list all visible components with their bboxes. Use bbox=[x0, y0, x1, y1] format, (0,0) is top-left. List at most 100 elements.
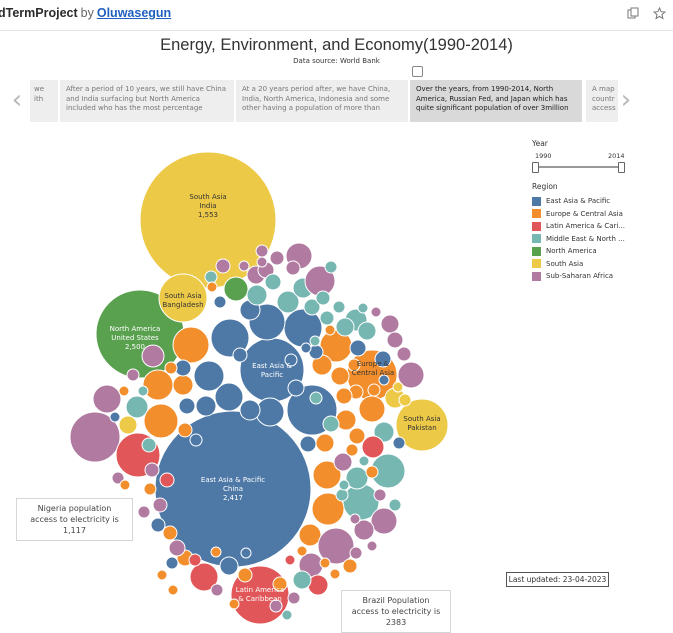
bubble[interactable] bbox=[118, 385, 130, 397]
legend-item[interactable]: Europe & Central Asia bbox=[532, 208, 625, 221]
slider-handle-start[interactable] bbox=[532, 162, 539, 173]
bubble[interactable] bbox=[324, 260, 338, 274]
bubble[interactable] bbox=[345, 466, 369, 490]
bubble[interactable] bbox=[374, 350, 392, 368]
bubble[interactable] bbox=[92, 384, 122, 414]
bubble[interactable] bbox=[276, 290, 300, 314]
bubble[interactable] bbox=[118, 415, 138, 435]
bubble[interactable] bbox=[272, 576, 288, 592]
author-link[interactable]: Oluwasegun bbox=[96, 6, 172, 20]
bubble[interactable] bbox=[189, 433, 203, 447]
bubble[interactable] bbox=[287, 379, 305, 397]
bubble[interactable] bbox=[284, 353, 298, 367]
bubble[interactable] bbox=[397, 361, 425, 389]
bubble[interactable] bbox=[322, 415, 340, 433]
bubble[interactable] bbox=[333, 452, 353, 472]
bubble[interactable] bbox=[366, 540, 378, 552]
story-card[interactable]: At a 20 years period after, we have Chin… bbox=[236, 80, 408, 122]
bubble[interactable] bbox=[392, 436, 406, 450]
bubble[interactable] bbox=[165, 556, 179, 570]
legend-item[interactable]: Middle East & North ... bbox=[532, 233, 625, 246]
bubble[interactable] bbox=[141, 344, 165, 368]
bubble[interactable] bbox=[361, 435, 385, 459]
bubble[interactable] bbox=[156, 569, 168, 581]
bubble[interactable] bbox=[172, 374, 194, 396]
previous-story-button[interactable]: ‹ bbox=[11, 85, 23, 115]
bubble[interactable] bbox=[125, 395, 149, 419]
legend-item[interactable]: North America bbox=[532, 245, 625, 258]
bubble[interactable] bbox=[232, 347, 248, 363]
bubble[interactable] bbox=[141, 437, 157, 453]
bubble[interactable] bbox=[373, 488, 387, 502]
year-range-slider[interactable] bbox=[532, 162, 625, 173]
bubble[interactable] bbox=[167, 584, 179, 596]
bubble[interactable] bbox=[312, 460, 342, 490]
bubble[interactable] bbox=[309, 391, 323, 405]
bubble[interactable] bbox=[269, 599, 283, 613]
bubble[interactable] bbox=[380, 314, 400, 334]
bubble[interactable] bbox=[338, 479, 350, 491]
bubble[interactable] bbox=[162, 525, 178, 541]
legend-item[interactable]: Latin America & Cari... bbox=[532, 220, 625, 233]
bubble[interactable] bbox=[386, 331, 404, 349]
bubble[interactable] bbox=[315, 290, 331, 306]
bubble[interactable] bbox=[378, 374, 390, 386]
bubble[interactable] bbox=[349, 513, 361, 525]
bubble[interactable] bbox=[345, 443, 359, 457]
bubble[interactable] bbox=[281, 609, 293, 621]
bubble[interactable] bbox=[213, 295, 227, 309]
bubble[interactable] bbox=[238, 260, 250, 272]
bubble[interactable] bbox=[210, 318, 250, 358]
bubble[interactable] bbox=[152, 497, 168, 513]
bubble[interactable] bbox=[284, 554, 296, 566]
bubble[interactable] bbox=[349, 546, 363, 560]
bubble[interactable] bbox=[398, 393, 412, 407]
bubble[interactable] bbox=[365, 465, 379, 479]
bubble[interactable] bbox=[144, 462, 160, 478]
bubble[interactable] bbox=[240, 547, 252, 559]
bubble[interactable] bbox=[358, 395, 386, 423]
next-story-button[interactable]: › bbox=[620, 85, 632, 115]
bubble[interactable] bbox=[69, 411, 121, 463]
bubble[interactable] bbox=[330, 366, 350, 386]
bubble[interactable] bbox=[396, 346, 412, 362]
copy-icon[interactable] bbox=[626, 7, 640, 21]
bubble[interactable] bbox=[309, 335, 321, 347]
bubble[interactable] bbox=[357, 321, 377, 341]
bubble[interactable] bbox=[332, 300, 346, 314]
bubble[interactable] bbox=[287, 591, 301, 605]
bubble-pakistan[interactable] bbox=[395, 398, 449, 452]
bubble[interactable] bbox=[143, 482, 157, 496]
bubble[interactable] bbox=[150, 517, 166, 533]
bubble[interactable] bbox=[292, 570, 312, 590]
bubble[interactable] bbox=[324, 324, 336, 336]
bubble[interactable] bbox=[255, 244, 269, 258]
bubble[interactable] bbox=[204, 270, 218, 284]
bubble[interactable] bbox=[178, 397, 196, 415]
bubble[interactable] bbox=[109, 411, 121, 423]
story-card[interactable]: we ith bbox=[30, 80, 58, 122]
bubble[interactable] bbox=[285, 260, 301, 276]
bubble[interactable] bbox=[168, 539, 186, 557]
bubble[interactable] bbox=[142, 369, 174, 401]
bubble[interactable] bbox=[159, 472, 175, 488]
bubble-bangladesh[interactable] bbox=[158, 273, 208, 323]
slider-handle-end[interactable] bbox=[618, 162, 625, 173]
bubble[interactable] bbox=[373, 421, 395, 443]
bubble[interactable] bbox=[388, 498, 402, 512]
legend-item[interactable]: South Asia bbox=[532, 258, 625, 271]
bubble[interactable] bbox=[137, 505, 151, 519]
bubble[interactable] bbox=[299, 435, 317, 453]
bubble[interactable] bbox=[335, 409, 357, 431]
bubble[interactable] bbox=[335, 387, 353, 405]
bubble[interactable] bbox=[126, 368, 140, 382]
legend-item[interactable]: East Asia & Pacific bbox=[532, 195, 625, 208]
bubble[interactable] bbox=[206, 281, 218, 293]
bubble[interactable] bbox=[319, 310, 335, 326]
bubble[interactable] bbox=[264, 273, 282, 291]
bubble[interactable] bbox=[219, 556, 239, 576]
bubble[interactable] bbox=[215, 258, 231, 274]
bubble[interactable] bbox=[143, 403, 179, 439]
bubble[interactable] bbox=[214, 382, 244, 412]
bubble[interactable] bbox=[335, 317, 355, 337]
